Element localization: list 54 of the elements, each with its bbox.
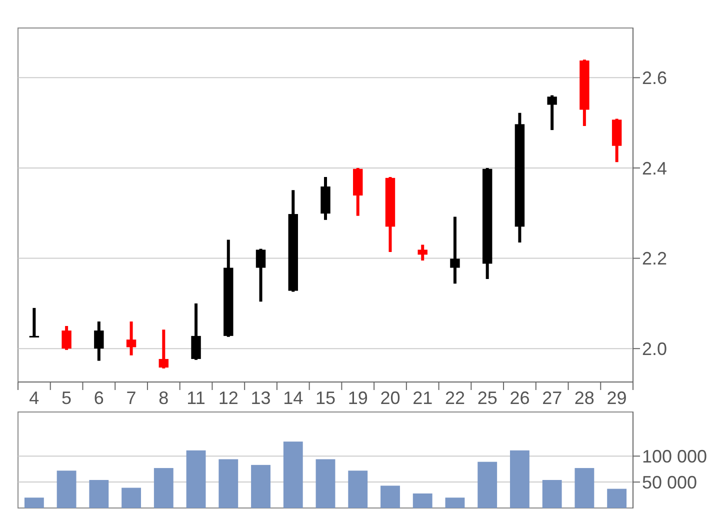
bar (510, 450, 530, 508)
x-tick-label: 11 (186, 388, 206, 408)
x-tick-label: 4 (29, 388, 40, 408)
bar (154, 468, 174, 508)
x-tick-label: 26 (510, 388, 530, 408)
candlestick (191, 303, 201, 360)
bar (186, 450, 206, 508)
candlestick (62, 326, 72, 350)
bar (478, 462, 498, 508)
x-tick-label: 5 (62, 388, 72, 408)
bar (542, 480, 562, 508)
bar (24, 498, 44, 508)
bar (348, 470, 368, 508)
x-tick-label: 28 (574, 388, 594, 408)
x-tick-label: 7 (126, 388, 136, 408)
bar (218, 459, 238, 508)
candlestick (94, 321, 104, 361)
y-tick-label: 2.0 (642, 338, 668, 359)
y-tick-label: 2.4 (642, 158, 668, 178)
y-tick-label: 100 000 (642, 446, 708, 466)
x-tick-label: 20 (380, 388, 400, 408)
x-tick-label: 21 (412, 388, 433, 408)
x-tick-label: 29 (606, 388, 627, 408)
bar (283, 442, 303, 508)
bar (445, 498, 465, 508)
bar (122, 488, 141, 508)
candlestick (29, 308, 40, 338)
candlestick (126, 321, 136, 356)
x-tick-label: 6 (94, 388, 104, 408)
candlestick (158, 330, 169, 368)
candlestick (450, 216, 460, 284)
x-tick-label: 14 (283, 388, 304, 408)
bar (251, 464, 270, 508)
candlestick (418, 244, 428, 261)
y-tick-label: 2.2 (642, 248, 668, 269)
bar (316, 459, 336, 508)
bar (574, 468, 594, 508)
candlestick (256, 248, 266, 302)
x-tick-label: 15 (315, 388, 336, 408)
x-tick-label: 27 (542, 388, 562, 408)
bar (380, 486, 400, 508)
x-tick-label: 22 (444, 388, 465, 408)
bar (607, 488, 627, 508)
x-tick-label: 12 (218, 388, 238, 408)
y-tick-label: 2.6 (642, 68, 668, 88)
x-tick-label: 25 (477, 388, 498, 408)
candlestick (547, 95, 557, 130)
bar (56, 470, 76, 508)
x-tick-label: 19 (348, 388, 368, 408)
bar (89, 480, 109, 508)
x-tick-label: 8 (158, 388, 169, 408)
bar (412, 493, 432, 508)
x-tick-label: 13 (250, 388, 271, 408)
y-tick-label: 50 000 (642, 472, 698, 492)
